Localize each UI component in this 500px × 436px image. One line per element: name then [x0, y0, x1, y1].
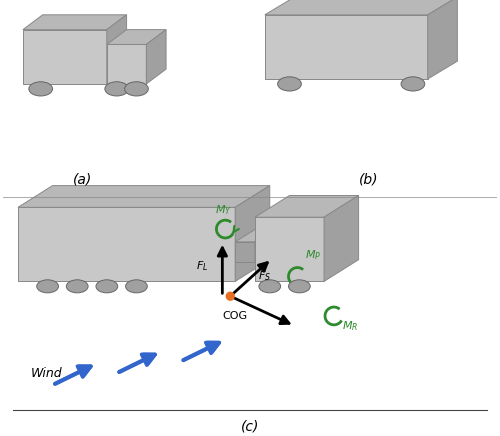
- Ellipse shape: [124, 82, 148, 96]
- Polygon shape: [255, 217, 324, 281]
- Polygon shape: [107, 44, 146, 84]
- Ellipse shape: [259, 280, 280, 293]
- Circle shape: [226, 292, 234, 300]
- Polygon shape: [235, 220, 290, 242]
- Polygon shape: [18, 186, 270, 208]
- Polygon shape: [235, 242, 255, 262]
- Polygon shape: [265, 15, 428, 79]
- Ellipse shape: [278, 77, 301, 91]
- Ellipse shape: [36, 280, 59, 293]
- Text: Wind: Wind: [31, 367, 62, 380]
- Polygon shape: [255, 220, 290, 262]
- Polygon shape: [107, 30, 166, 44]
- Polygon shape: [235, 186, 270, 281]
- Polygon shape: [146, 30, 166, 84]
- Text: $F_L$: $F_L$: [196, 260, 208, 273]
- Text: COG: COG: [222, 311, 248, 321]
- Ellipse shape: [288, 280, 310, 293]
- Text: (b): (b): [358, 173, 378, 187]
- Ellipse shape: [105, 82, 128, 96]
- Polygon shape: [255, 195, 358, 217]
- Ellipse shape: [29, 82, 52, 96]
- Polygon shape: [324, 195, 358, 281]
- Polygon shape: [265, 0, 458, 15]
- Polygon shape: [23, 30, 107, 84]
- Text: $M_P$: $M_P$: [306, 248, 322, 262]
- Text: $M_Y$: $M_Y$: [215, 204, 232, 217]
- Polygon shape: [23, 15, 127, 30]
- Polygon shape: [428, 0, 458, 79]
- Text: $M_R$: $M_R$: [342, 319, 358, 333]
- Polygon shape: [107, 15, 126, 84]
- Ellipse shape: [401, 77, 425, 91]
- Text: (a): (a): [72, 173, 92, 187]
- Text: (c): (c): [241, 419, 259, 434]
- Ellipse shape: [126, 280, 148, 293]
- Polygon shape: [18, 208, 235, 281]
- Text: $F_S$: $F_S$: [258, 269, 271, 283]
- Ellipse shape: [66, 280, 88, 293]
- Ellipse shape: [96, 280, 118, 293]
